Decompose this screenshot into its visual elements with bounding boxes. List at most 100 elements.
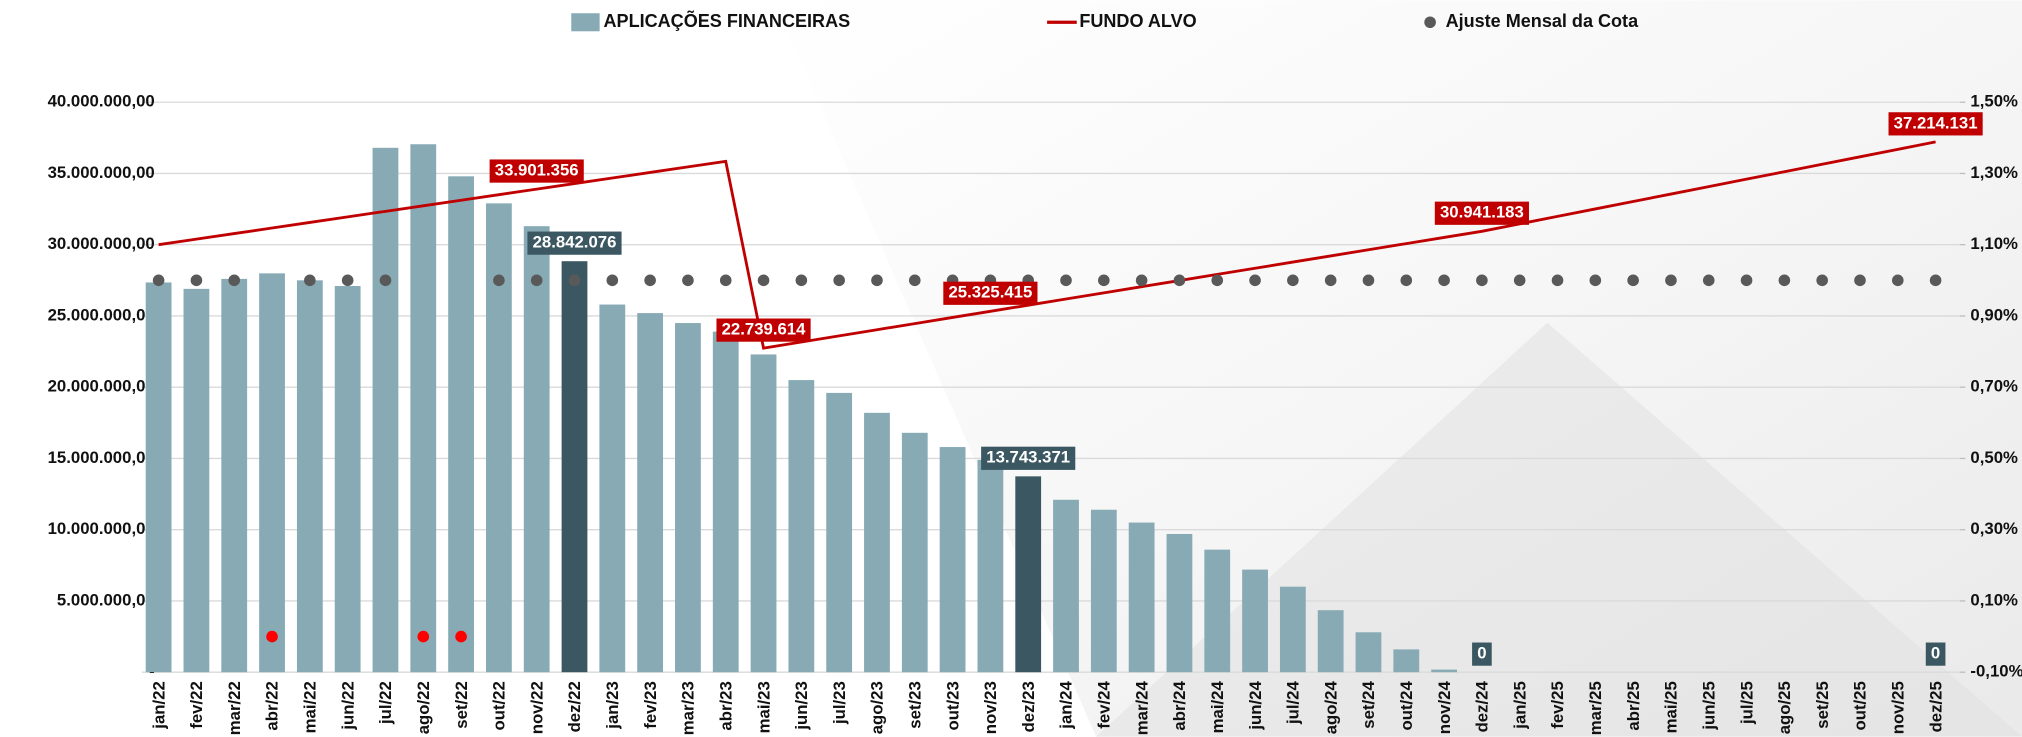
bar-label-box bbox=[1925, 642, 1946, 666]
dot bbox=[682, 274, 694, 287]
dot bbox=[1778, 274, 1791, 287]
bar bbox=[334, 286, 361, 673]
x-tick-label: abr/24 bbox=[1170, 681, 1189, 731]
dot bbox=[1702, 274, 1715, 287]
bar bbox=[1242, 569, 1268, 673]
bar bbox=[1279, 586, 1306, 673]
bar-label-text: 0 bbox=[1477, 644, 1486, 663]
dot bbox=[644, 274, 656, 287]
y2-tick-label: 0,30% bbox=[1970, 519, 2018, 538]
dot bbox=[530, 274, 543, 287]
bar bbox=[1090, 509, 1117, 673]
dot bbox=[833, 274, 845, 287]
bar-label-box bbox=[527, 231, 622, 255]
bar bbox=[1393, 649, 1420, 673]
bar bbox=[1128, 522, 1155, 673]
line-label: 30.941.183 bbox=[1434, 201, 1529, 225]
line-label: 33.901.356 bbox=[489, 159, 584, 183]
x-tick-label: abr/23 bbox=[716, 681, 735, 730]
legend-swatch bbox=[1424, 16, 1436, 29]
dot bbox=[1891, 274, 1904, 287]
x-tick-label: mai/22 bbox=[301, 681, 320, 733]
x-tick-label: jan/22 bbox=[149, 681, 168, 730]
x-tick-label: nov/24 bbox=[1435, 681, 1454, 735]
x-tick-label: mai/23 bbox=[754, 681, 773, 733]
bar-label: 0 bbox=[1472, 642, 1492, 666]
legend-label: FUNDO ALVO bbox=[1079, 11, 1196, 31]
bar bbox=[296, 280, 323, 673]
line-label: 22.739.614 bbox=[716, 318, 811, 342]
bar bbox=[145, 282, 172, 673]
x-tick-label: mai/24 bbox=[1208, 681, 1227, 734]
dot bbox=[1438, 274, 1450, 287]
x-tick-label: abr/22 bbox=[263, 681, 282, 730]
dot bbox=[341, 274, 354, 287]
line-label-text: 25.325.415 bbox=[948, 283, 1032, 302]
dot bbox=[1740, 274, 1753, 287]
dot bbox=[1287, 274, 1299, 287]
x-tick-label: jan/24 bbox=[1057, 681, 1076, 730]
line-label-box bbox=[943, 281, 1038, 305]
x-tick-label: mar/25 bbox=[1586, 681, 1605, 735]
y2-tick-label: 1,50% bbox=[1970, 92, 2018, 111]
bar bbox=[1431, 669, 1457, 673]
dot bbox=[1324, 274, 1337, 287]
y-tick-label: 35.000.000,00 bbox=[48, 163, 155, 182]
bar bbox=[410, 144, 437, 673]
bar bbox=[561, 261, 588, 673]
y-tick-label: 15.000.000,00 bbox=[48, 448, 155, 467]
line-label-text: 37.214.131 bbox=[1894, 113, 1978, 132]
x-tick-label: ago/24 bbox=[1321, 681, 1340, 735]
bar-label-text: 13.743.371 bbox=[986, 448, 1070, 467]
bar bbox=[183, 288, 210, 673]
dot bbox=[606, 274, 619, 287]
bar bbox=[221, 278, 248, 673]
x-tick-label: jul/23 bbox=[830, 681, 849, 725]
x-tick-label: fev/25 bbox=[1548, 681, 1567, 729]
y-tick-label: 20.000.000,00 bbox=[48, 377, 155, 396]
dot bbox=[1135, 274, 1148, 287]
dot bbox=[1060, 274, 1072, 287]
x-tick-label: ago/25 bbox=[1775, 681, 1794, 734]
line-label-box bbox=[489, 159, 584, 183]
dot bbox=[1476, 274, 1488, 287]
x-tick-label: mai/25 bbox=[1662, 681, 1681, 733]
x-tick-label: jul/24 bbox=[1284, 681, 1303, 726]
dot bbox=[1854, 274, 1866, 287]
line-label: 37.214.131 bbox=[1888, 112, 1983, 136]
dot bbox=[1173, 274, 1186, 287]
bar bbox=[485, 203, 512, 673]
bar-label: 13.743.371 bbox=[981, 446, 1076, 470]
dot bbox=[1249, 274, 1261, 287]
bar-label: 28.842.076 bbox=[527, 231, 622, 255]
y-tick-label: 5.000.000,00 bbox=[57, 590, 155, 609]
dot bbox=[1400, 274, 1413, 287]
x-tick-label: ago/23 bbox=[868, 681, 887, 734]
x-tick-label: jun/25 bbox=[1699, 681, 1718, 730]
bar bbox=[637, 313, 664, 673]
y2-tick-label: 0,90% bbox=[1970, 305, 2018, 324]
x-tick-label: nov/23 bbox=[981, 681, 1000, 734]
bar bbox=[372, 147, 399, 673]
dot bbox=[1551, 274, 1564, 287]
line-label-box bbox=[1434, 201, 1529, 225]
x-tick-label: dez/24 bbox=[1473, 681, 1492, 733]
x-tick-label: mar/23 bbox=[679, 681, 698, 735]
x-tick-label: out/22 bbox=[490, 681, 509, 730]
dot bbox=[908, 274, 921, 287]
x-tick-label: nov/25 bbox=[1889, 681, 1908, 734]
x-tick-label: mar/22 bbox=[225, 681, 244, 735]
dot bbox=[379, 274, 392, 287]
bar bbox=[901, 432, 928, 673]
dot bbox=[1362, 274, 1375, 287]
x-tick-label: set/24 bbox=[1359, 681, 1378, 729]
bar bbox=[1166, 533, 1193, 673]
dot bbox=[1627, 274, 1639, 287]
dot bbox=[1589, 274, 1602, 287]
bar-label-text: 0 bbox=[1931, 644, 1940, 663]
bar bbox=[788, 380, 815, 673]
x-tick-label: jun/22 bbox=[338, 681, 357, 730]
legend-swatch bbox=[571, 13, 600, 32]
line-label-text: 30.941.183 bbox=[1440, 203, 1524, 222]
dot bbox=[795, 274, 808, 287]
